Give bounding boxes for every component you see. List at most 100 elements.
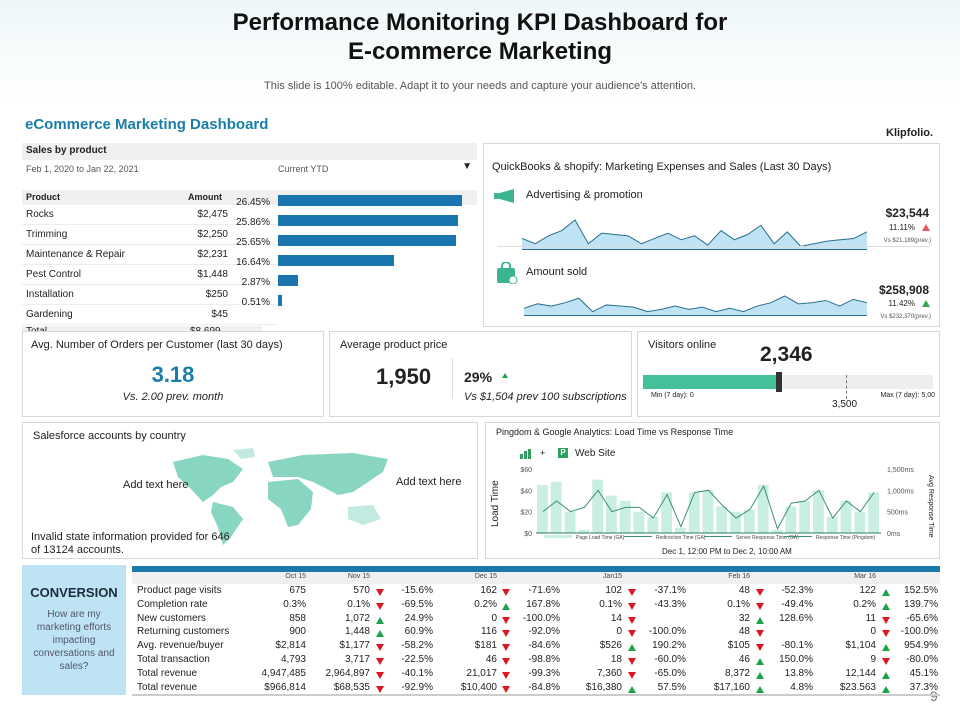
- trend-up-icon: [756, 685, 764, 693]
- cell-value: 0: [616, 626, 622, 638]
- trend-down-icon: [376, 644, 384, 652]
- month-header: Mar 16: [854, 573, 876, 580]
- trend-up-icon: [502, 602, 510, 610]
- sales-panel-title: Sales by product: [22, 143, 477, 160]
- conversion-panel: CONVERSION How are my marketing efforts …: [22, 565, 126, 695]
- y-tick-label: $60: [520, 467, 532, 474]
- analytics-icon: [520, 449, 531, 459]
- trend-down-icon: [376, 658, 384, 665]
- amount-sold-sparkline: [524, 295, 867, 316]
- period-dropdown-value: Current YTD: [278, 164, 329, 174]
- trend-down-icon: [502, 658, 510, 665]
- cell-change: -58.2%: [401, 640, 433, 652]
- trend-down-icon: [628, 671, 636, 679]
- cell-change: -80.0%: [906, 654, 938, 665]
- trend-up-icon: [882, 685, 890, 693]
- trend-up-icon: [628, 644, 636, 652]
- australia-shape: [348, 505, 381, 525]
- visitors-gauge-fill: [643, 375, 780, 389]
- price-card-title: Average product price: [340, 339, 448, 351]
- dashboard-title: eCommerce Marketing Dashboard: [25, 116, 269, 133]
- plus-sign: +: [540, 448, 546, 458]
- visitors-online-card: Visitors online 2,346 Min (7 day): 0 Max…: [637, 331, 940, 417]
- pingdom-title: Pingdom & Google Analytics: Load Time vs…: [496, 427, 734, 437]
- price-compare: Vs $1,504 prev 100 subscriptions: [464, 391, 627, 403]
- cell-value: 4,947,485: [261, 667, 307, 679]
- orders-per-customer-card: Avg. Number of Orders per Customer (last…: [22, 331, 324, 417]
- table-row: Total transaction 4,793 3,717 -22.5% 46 -98.8…: [132, 653, 940, 667]
- period-dropdown[interactable]: Current YTD ▼: [274, 161, 477, 177]
- row-divider: [22, 324, 277, 325]
- cell-value: 48: [738, 626, 750, 638]
- cell-change: -71.6%: [528, 585, 560, 596]
- trend-down-icon: [628, 616, 636, 624]
- sales-row-pct: 0.51%: [241, 297, 270, 308]
- cell-value: 4,793: [280, 654, 306, 665]
- cell-change: -65.6%: [906, 612, 938, 624]
- sparkline-area: [522, 220, 867, 250]
- load-time-bar: [564, 511, 576, 533]
- cell-change: 152.5%: [904, 585, 938, 596]
- trend-down-icon: [628, 658, 636, 665]
- row-label: Total revenue: [137, 681, 198, 693]
- cell-change: -43.3%: [654, 598, 686, 610]
- legend-entry: Response Time (Pingdom): [816, 535, 876, 541]
- row-label: Total transaction: [137, 654, 210, 665]
- table-header-bar: [132, 566, 940, 572]
- cell-value: $16,380: [585, 681, 622, 693]
- advertising-change: 11.11%: [889, 223, 915, 232]
- cell-value: 8,372: [724, 667, 750, 679]
- sparkline-area: [524, 296, 867, 316]
- page-title: Performance Monitoring KPI Dashboard for…: [0, 8, 960, 66]
- load-time-bar: [702, 490, 714, 533]
- quickbooks-title: QuickBooks & shopify: Marketing Expenses…: [492, 161, 832, 173]
- legend-entry: Redirection Time (GA): [656, 535, 706, 541]
- cell-change: 167.8%: [526, 598, 560, 610]
- advertising-value: $23,544: [885, 206, 929, 220]
- map-left-text[interactable]: Add text here: [123, 479, 189, 491]
- load-time-bar: [757, 485, 769, 533]
- sales-row-pct: 2.87%: [241, 277, 270, 288]
- cell-change: -80.1%: [781, 640, 813, 652]
- table-row: Total revenue $966,814 $68,535 -92.9% $10,40…: [132, 681, 940, 695]
- y-tick-label: $0: [524, 531, 532, 538]
- cell-value: 0: [870, 626, 876, 638]
- visitors-max: Max (7 day): 5,00: [880, 392, 935, 399]
- advertising-label: Advertising & promotion: [526, 189, 643, 201]
- cell-change: -65.0%: [654, 667, 686, 679]
- orders-compare: Vs. 2.00 prev. month: [122, 391, 224, 403]
- conversion-table: Oct 15 Nov 15 Dec 15 Jan15 Feb 16 Mar 16 Produ…: [132, 565, 940, 696]
- cell-value: 32: [738, 612, 750, 624]
- visitors-gauge-marker: [776, 372, 783, 392]
- row-label: Total revenue: [137, 667, 198, 679]
- table-row: Product page visits 675 570 -15.6% 162 -71.6%…: [132, 584, 940, 598]
- load-time-bar: [606, 495, 617, 533]
- north-america-shape: [173, 455, 243, 502]
- legend-entry: Server Response Time (GA): [736, 535, 799, 541]
- trend-up-icon: [502, 373, 508, 378]
- cell-value: 162: [480, 585, 497, 596]
- divider: [452, 358, 453, 398]
- cell-value: 0: [491, 612, 497, 624]
- cell-value: $2,814: [275, 640, 306, 652]
- title-line-1: Performance Monitoring KPI Dashboard for: [232, 9, 728, 36]
- load-time-bar: [619, 501, 631, 533]
- visitors-value: 2,346: [760, 343, 813, 366]
- y-axis-label: Load Time: [490, 480, 501, 527]
- trend-down-icon: [376, 671, 384, 679]
- conversion-question: How are my marketing efforts impacting c…: [33, 609, 115, 672]
- cell-value: $526: [599, 640, 622, 652]
- load-time-bar: [550, 481, 562, 533]
- sales-bar: [278, 215, 458, 226]
- trend-down-icon: [628, 630, 636, 638]
- map-right-text[interactable]: Add text here: [396, 476, 462, 488]
- y2-tick-label: 1,500ms: [887, 467, 914, 474]
- sales-bar: [278, 255, 394, 266]
- trend-up-icon: [922, 300, 930, 307]
- row-divider: [22, 304, 277, 305]
- column-product: Product: [26, 192, 61, 202]
- sparkline-line: [524, 295, 867, 313]
- sales-row-product: Pest Control: [26, 269, 82, 280]
- sales-row-amount: $1,448: [197, 269, 228, 280]
- conversion-background: [22, 565, 126, 695]
